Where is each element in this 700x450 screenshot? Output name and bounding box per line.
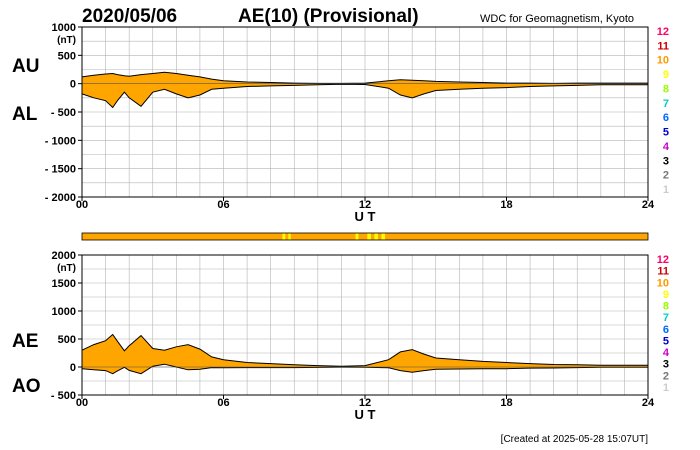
upper-series-line <box>81 71 648 84</box>
station-count-label: 11 <box>657 266 669 278</box>
y-tick-label: 1000 <box>52 22 76 34</box>
x-tick-label: 18 <box>500 199 512 211</box>
station-count-label: 8 <box>663 83 669 95</box>
source-label: WDC for Geomagnetism, Kyoto <box>480 13 634 25</box>
x-axis-label: U T <box>355 209 376 224</box>
lower-series-line <box>81 363 648 375</box>
station-count-label: 2 <box>663 170 669 182</box>
station-count-label: 4 <box>663 347 670 359</box>
upper-index-label: AE <box>12 331 38 352</box>
status-bar-segment <box>381 233 386 240</box>
y-tick-label: 1500 <box>52 278 76 290</box>
station-count-label: 3 <box>663 359 669 371</box>
station-count-label: 6 <box>663 112 669 124</box>
status-bar-fill <box>81 232 649 241</box>
chart-title: AE(10) (Provisional) <box>238 6 419 27</box>
created-note: [Created at 2025-05-28 15:07UT] <box>501 434 649 445</box>
x-tick-label: 18 <box>500 397 512 409</box>
unit-label: (nT) <box>57 263 76 274</box>
au-al-panel: 1000 500 0 - 500 - 1000 - 1500 - 2000 (nT) 00 06 1… <box>12 22 670 224</box>
station-count-label: 8 <box>663 301 669 313</box>
lower-index-label: AL <box>12 104 38 125</box>
status-bar-segment <box>374 233 378 240</box>
y-tick-label: 0 <box>70 362 76 374</box>
station-count-label: 4 <box>663 141 670 153</box>
y-tick-label: 500 <box>58 50 76 62</box>
date-label: 2020/05/06 <box>82 6 177 27</box>
lower-index-label: AO <box>12 376 41 397</box>
station-count-label: 10 <box>657 55 669 67</box>
upper-index-label: AU <box>12 56 39 77</box>
status-bar-segment <box>282 233 286 240</box>
upper-series-line <box>81 333 648 367</box>
x-tick-label: 12 <box>359 397 371 409</box>
y-tick-label: - 500 <box>51 107 76 119</box>
station-count-label: 12 <box>657 254 669 266</box>
station-count-label: 11 <box>657 40 669 52</box>
x-tick-label: 06 <box>217 397 229 409</box>
x-tick-label: 00 <box>76 199 88 211</box>
y-tick-label: - 1500 <box>45 164 76 176</box>
status-bar-segment <box>355 233 359 240</box>
station-count-label: 12 <box>657 26 669 38</box>
station-count-label: 1 <box>663 382 669 394</box>
station-count-label: 6 <box>663 324 669 336</box>
y-tick-label: 2000 <box>52 250 76 262</box>
station-count-label: 9 <box>663 289 669 301</box>
x-tick-label: 24 <box>642 199 655 211</box>
x-tick-label: 00 <box>76 397 88 409</box>
data-status-bar <box>81 232 649 241</box>
y-tick-label: 1000 <box>52 306 76 318</box>
status-bar-segment <box>288 233 291 240</box>
y-tick-label: - 500 <box>51 390 76 402</box>
station-count-label: 9 <box>663 69 669 81</box>
station-count-label: 10 <box>657 277 669 289</box>
x-axis-label: U T <box>355 407 376 422</box>
station-count-label: 7 <box>663 98 669 110</box>
unit-label: (nT) <box>57 35 76 46</box>
index-band-fill <box>82 334 648 374</box>
station-count-label: 3 <box>663 155 669 167</box>
station-count-label: 5 <box>663 335 669 347</box>
y-tick-label: 500 <box>58 334 76 346</box>
station-count-label: 1 <box>663 184 669 196</box>
y-tick-label: - 2000 <box>45 192 76 204</box>
x-tick-label: 24 <box>642 397 655 409</box>
y-tick-label: 0 <box>70 79 76 91</box>
station-count-label: 5 <box>663 127 669 139</box>
station-count-label: 2 <box>663 370 669 382</box>
x-tick-label: 06 <box>217 199 229 211</box>
y-tick-label: - 1000 <box>45 135 76 147</box>
station-count-label: 7 <box>663 312 669 324</box>
lower-series-line <box>81 83 648 109</box>
x-tick-label: 12 <box>359 199 371 211</box>
status-bar-segment <box>367 233 371 240</box>
